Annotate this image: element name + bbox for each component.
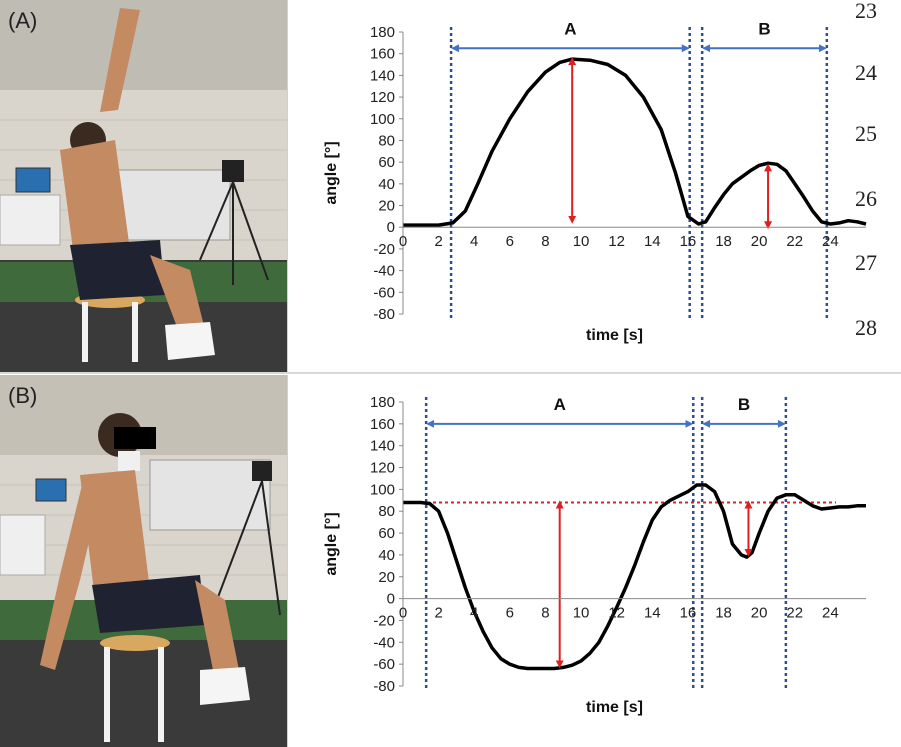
x-tick-label: 2 [434,605,442,622]
x-tick-label: 10 [573,233,590,250]
y-tick-label: 180 [370,24,395,41]
x-tick-label: 2 [434,233,442,250]
y-tick-label: -20 [373,241,395,258]
margin-line-number: 23 [855,0,877,23]
x-tick-label: 22 [786,233,803,250]
column-divider-b [287,375,288,747]
y-tick-label: 120 [370,460,395,477]
y-tick-label: 160 [370,416,395,433]
y-tick-label: -40 [373,263,395,280]
x-axis-title: time [s] [586,699,643,716]
x-tick-label: 6 [506,233,514,250]
y-tick-label: -80 [373,306,395,323]
x-tick-label: 12 [608,605,625,622]
x-tick-label: 14 [644,605,661,622]
y-tick-label: 0 [387,219,395,236]
y-tick-label: -60 [373,284,395,301]
y-tick-label: 60 [378,154,395,171]
y-axis-title: angle [°] [323,512,340,575]
y-tick-label: 180 [370,394,395,411]
y-tick-label: 80 [378,132,395,149]
panel-divider [0,372,901,374]
y-tick-label: -60 [373,656,395,673]
x-tick-label: 0 [399,605,407,622]
phase-label: A [564,19,576,38]
y-tick-label: 60 [378,525,395,542]
y-tick-label: 140 [370,438,395,455]
x-tick-label: 18 [715,605,732,622]
x-tick-label: 4 [470,605,478,622]
x-tick-label: 20 [751,233,768,250]
x-tick-label: 8 [541,233,549,250]
y-tick-label: -80 [373,678,395,695]
y-tick-label: 20 [378,198,395,215]
panel-label-a: (A) [8,8,38,33]
y-tick-label: 40 [378,547,395,564]
y-tick-label: 20 [378,569,395,586]
x-tick-label: 12 [608,233,625,250]
x-tick-label: 16 [680,605,697,622]
x-tick-label: 20 [751,605,768,622]
y-tick-label: -20 [373,612,395,629]
y-tick-label: 80 [378,503,395,520]
x-tick-label: 16 [680,233,697,250]
y-tick-label: 100 [370,481,395,498]
x-tick-label: 22 [786,605,803,622]
y-tick-label: 120 [370,89,395,106]
y-tick-label: 160 [370,46,395,63]
x-tick-label: 6 [506,605,514,622]
margin-line-number: 28 [855,315,877,340]
x-tick-label: 8 [541,605,549,622]
x-tick-label: 18 [715,233,732,250]
angle-curve [403,57,867,227]
x-tick-label: 24 [822,605,839,622]
y-tick-label: 40 [378,176,395,193]
margin-line-number: 26 [855,186,877,211]
phase-label: B [758,19,770,38]
margin-line-number: 24 [855,60,877,85]
photo-arm-extension [0,375,287,747]
photo-arm-flexion [0,0,287,372]
x-tick-label: 24 [822,233,839,250]
phase-label: B [738,395,750,414]
y-tick-label: -40 [373,634,395,651]
y-axis-title: angle [°] [323,141,340,204]
phase-label: A [554,395,566,414]
x-tick-label: 10 [573,605,590,622]
x-tick-label: 14 [644,233,661,250]
x-tick-label: 4 [470,233,478,250]
margin-line-number: 27 [855,250,877,275]
column-divider [287,0,288,372]
x-tick-label: 0 [399,233,407,250]
y-tick-label: 100 [370,111,395,128]
panel-label-b: (B) [8,383,38,408]
y-tick-label: 0 [387,591,395,608]
angle-curve [403,483,866,671]
y-tick-label: 140 [370,67,395,84]
x-axis-title: time [s] [586,327,643,344]
margin-line-number: 25 [855,121,877,146]
